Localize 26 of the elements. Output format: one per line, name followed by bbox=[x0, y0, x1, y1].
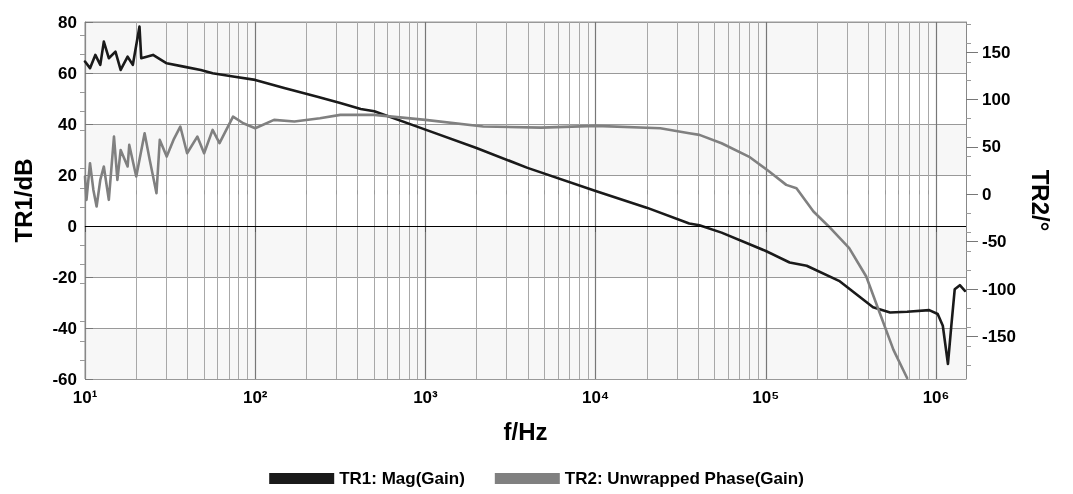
y-tick-label: -40 bbox=[52, 318, 77, 338]
x-tick-label: 10³ bbox=[413, 388, 439, 407]
y-axis-title: TR1/dB bbox=[9, 158, 37, 243]
x-tick-label: 10⁵ bbox=[752, 388, 780, 407]
y-tick-label: 80 bbox=[58, 12, 77, 32]
x-tick-label: 10⁴ bbox=[581, 388, 610, 407]
x-axis-title: f/Hz bbox=[503, 417, 548, 445]
y2-tick-label: 100 bbox=[982, 90, 1011, 110]
y2-tick-label: 150 bbox=[982, 42, 1011, 62]
y-tick-label: 40 bbox=[58, 114, 77, 134]
legend-label: TR1: Mag(Gain) bbox=[339, 469, 465, 488]
y2-tick-label: 0 bbox=[982, 184, 992, 204]
y-tick-label: -20 bbox=[52, 267, 77, 287]
x-tick-label: 10⁶ bbox=[922, 388, 950, 407]
y2-tick-label: 50 bbox=[982, 137, 1001, 157]
y-tick-label: 20 bbox=[58, 165, 77, 185]
y-tick-label: 60 bbox=[58, 63, 77, 83]
y2-tick-label: -100 bbox=[982, 279, 1017, 299]
y2-tick-label: -150 bbox=[982, 326, 1017, 346]
x-tick-label: 10¹ bbox=[72, 388, 98, 407]
y2-axis-title: TR2/° bbox=[1026, 169, 1054, 232]
y-tick-label: 0 bbox=[67, 216, 77, 236]
y-tick-label: -60 bbox=[52, 369, 77, 389]
legend-label: TR2: Unwrapped Phase(Gain) bbox=[564, 469, 804, 488]
x-tick-label: 10² bbox=[242, 388, 268, 407]
y2-tick-label: -50 bbox=[982, 232, 1007, 252]
